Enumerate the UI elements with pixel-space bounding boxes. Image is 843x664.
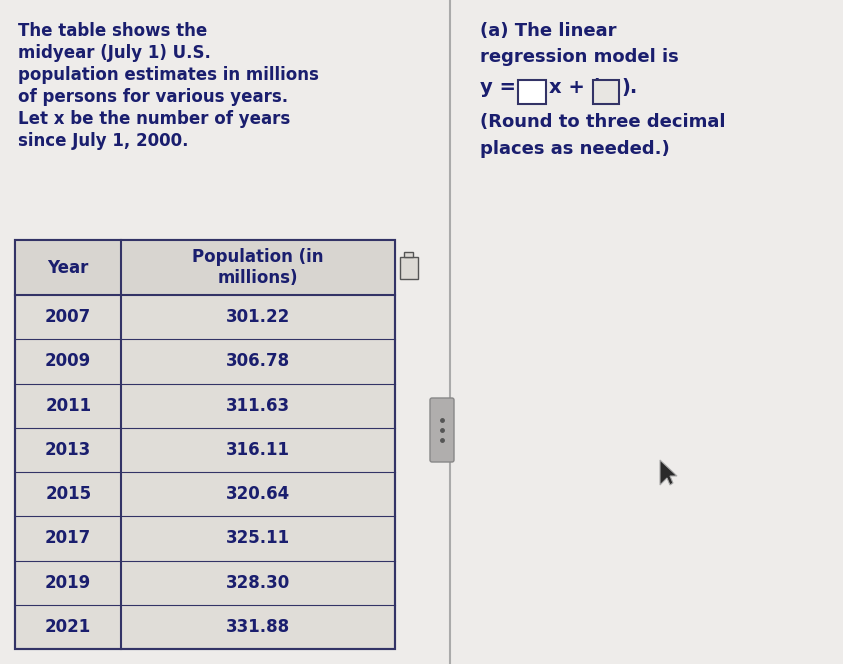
Text: since July 1, 2000.: since July 1, 2000.	[18, 132, 189, 150]
Text: The table shows the: The table shows the	[18, 22, 207, 40]
Text: Let x be the number of years: Let x be the number of years	[18, 110, 290, 128]
Text: regression model is: regression model is	[480, 48, 679, 66]
Text: Population (in
millions): Population (in millions)	[192, 248, 324, 287]
FancyBboxPatch shape	[400, 256, 418, 278]
Text: Year: Year	[47, 258, 89, 276]
Text: 328.30: 328.30	[226, 574, 290, 592]
Text: ).: ).	[621, 78, 637, 97]
Polygon shape	[15, 240, 395, 649]
Text: 306.78: 306.78	[226, 353, 290, 371]
Text: x + (: x + (	[549, 78, 600, 97]
Text: 311.63: 311.63	[226, 396, 290, 414]
Polygon shape	[660, 460, 677, 485]
Text: (Round to three decimal: (Round to three decimal	[480, 113, 726, 131]
Text: 2021: 2021	[45, 618, 91, 636]
FancyBboxPatch shape	[518, 80, 546, 104]
Text: 2017: 2017	[45, 529, 91, 547]
Text: places as needed.): places as needed.)	[480, 140, 669, 158]
FancyBboxPatch shape	[405, 252, 414, 256]
Text: 316.11: 316.11	[226, 441, 290, 459]
Text: y =: y =	[480, 78, 516, 97]
FancyBboxPatch shape	[430, 398, 454, 462]
Text: 325.11: 325.11	[226, 529, 290, 547]
Polygon shape	[15, 240, 395, 295]
Text: 2007: 2007	[45, 308, 91, 326]
Text: of persons for various years.: of persons for various years.	[18, 88, 288, 106]
Text: 2015: 2015	[46, 485, 91, 503]
Text: 2011: 2011	[46, 396, 91, 414]
Text: midyear (July 1) U.S.: midyear (July 1) U.S.	[18, 44, 211, 62]
Text: 2019: 2019	[45, 574, 91, 592]
Text: population estimates in millions: population estimates in millions	[18, 66, 319, 84]
FancyBboxPatch shape	[593, 80, 619, 104]
Text: 331.88: 331.88	[226, 618, 290, 636]
Text: (a) The linear: (a) The linear	[480, 22, 616, 40]
Text: 320.64: 320.64	[226, 485, 290, 503]
Text: 2009: 2009	[45, 353, 91, 371]
Text: 2013: 2013	[45, 441, 91, 459]
Text: 301.22: 301.22	[226, 308, 290, 326]
